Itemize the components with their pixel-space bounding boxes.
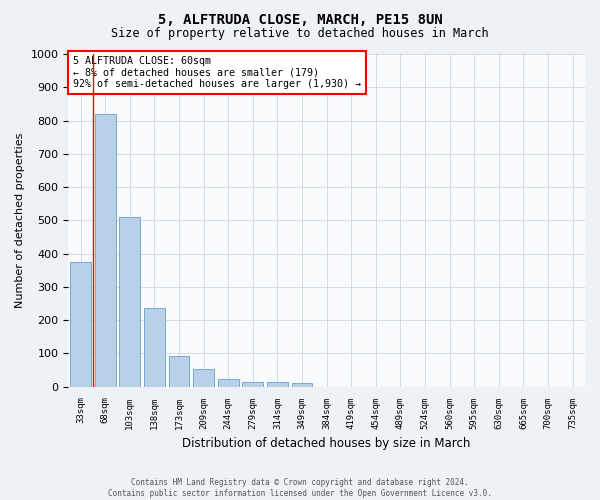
Text: 5 ALFTRUDA CLOSE: 60sqm
← 8% of detached houses are smaller (179)
92% of semi-de: 5 ALFTRUDA CLOSE: 60sqm ← 8% of detached… <box>73 56 361 89</box>
Bar <box>95 114 116 386</box>
Text: 5, ALFTRUDA CLOSE, MARCH, PE15 8UN: 5, ALFTRUDA CLOSE, MARCH, PE15 8UN <box>158 12 442 26</box>
Bar <box>119 217 140 386</box>
Text: Contains HM Land Registry data © Crown copyright and database right 2024.
Contai: Contains HM Land Registry data © Crown c… <box>108 478 492 498</box>
Bar <box>218 380 239 386</box>
Y-axis label: Number of detached properties: Number of detached properties <box>15 132 25 308</box>
Bar <box>169 356 190 386</box>
Bar <box>292 384 313 386</box>
Bar <box>267 382 288 386</box>
Bar <box>144 308 165 386</box>
Bar <box>70 262 91 386</box>
Text: Size of property relative to detached houses in March: Size of property relative to detached ho… <box>111 28 489 40</box>
Bar <box>193 370 214 386</box>
X-axis label: Distribution of detached houses by size in March: Distribution of detached houses by size … <box>182 437 471 450</box>
Bar <box>242 382 263 386</box>
